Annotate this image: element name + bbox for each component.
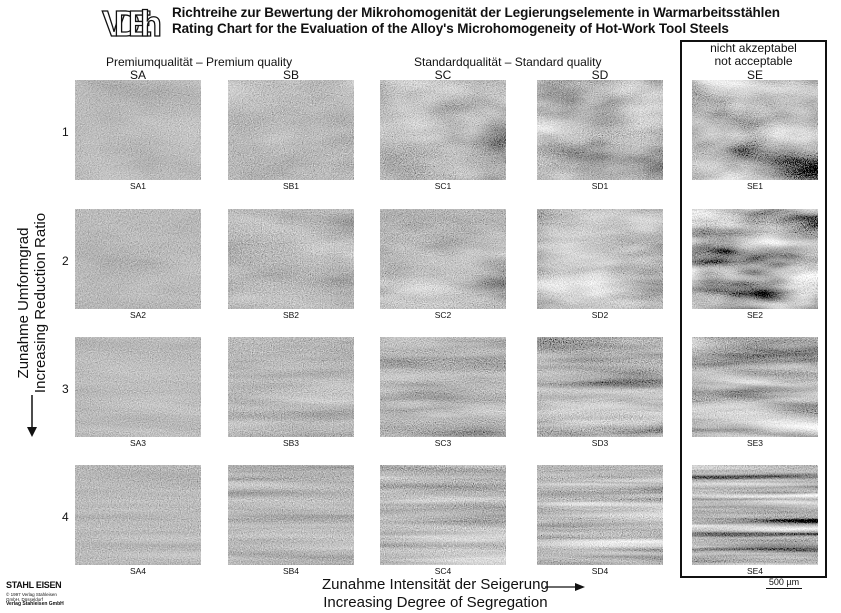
group-premium-quality: Premiumqualität – Premium quality (106, 55, 293, 69)
scale-bar (766, 588, 802, 589)
not-acceptable-label: nicht akzeptabel not acceptable (680, 42, 827, 68)
not-acceptable-en: not acceptable (714, 54, 793, 68)
micrograph-sa4 (75, 465, 201, 565)
arrow-down-icon (27, 395, 37, 437)
column-header-sc: SC (434, 68, 452, 82)
micrograph-sb4 (228, 465, 354, 565)
micrograph-label: SA3 (129, 438, 147, 448)
row-number-1: 1 (62, 125, 69, 139)
micrograph-label: SC1 (434, 181, 452, 191)
micrograph-label: SC2 (434, 310, 452, 320)
micrograph-label: SB3 (282, 438, 300, 448)
micrograph-label: SE2 (746, 310, 764, 320)
micrograph-label: SE3 (746, 438, 764, 448)
column-header-sd: SD (591, 68, 609, 82)
micrograph-label: SB2 (282, 310, 300, 320)
micrograph-label: SD3 (591, 438, 609, 448)
micrograph-sd2 (537, 209, 663, 309)
micrograph-label: SA2 (129, 310, 147, 320)
micrograph-label: SC3 (434, 438, 452, 448)
micrograph-se1 (692, 80, 818, 180)
arrow-right-icon (545, 583, 585, 591)
micrograph-label: SD2 (591, 310, 609, 320)
micrograph-sb3 (228, 337, 354, 437)
column-header-sa: SA (129, 68, 146, 82)
row-number-3: 3 (62, 382, 69, 396)
micrograph-sb2 (228, 209, 354, 309)
horizontal-axis-en: Increasing Degree of Segregation (323, 594, 548, 611)
micrograph-label: SB4 (282, 566, 300, 576)
micrograph-sd3 (537, 337, 663, 437)
micrograph-se3 (692, 337, 818, 437)
micrograph-label: SA4 (129, 566, 147, 576)
row-number-2: 2 (62, 254, 69, 268)
micrograph-label: SD4 (591, 566, 609, 576)
micrograph-label: SA1 (129, 181, 147, 191)
column-header-se: SE (746, 68, 763, 82)
title-english: Rating Chart for the Evaluation of the A… (172, 21, 729, 36)
micrograph-sd1 (537, 80, 663, 180)
publisher-name: Verlag Stahleisen GmbH (6, 601, 64, 607)
micrograph-se2 (692, 209, 818, 309)
micrograph-label: SE4 (746, 566, 764, 576)
not-acceptable-de: nicht akzeptabel (710, 41, 797, 55)
micrograph-label: SC4 (434, 566, 452, 576)
micrograph-label: SB1 (282, 181, 300, 191)
horizontal-axis-label: Zunahme Intensität der Seigerung Increas… (322, 576, 549, 612)
column-header-sb: SB (282, 68, 299, 82)
vdeh-logo: VDEh (101, 2, 162, 42)
micrograph-label: SE1 (746, 181, 764, 191)
micrograph-sa3 (75, 337, 201, 437)
row-number-4: 4 (62, 510, 69, 524)
micrograph-se4 (692, 465, 818, 565)
scale-bar-label: 500 µm (768, 577, 800, 587)
horizontal-axis-de: Zunahme Intensität der Seigerung (322, 576, 549, 593)
micrograph-sd4 (537, 465, 663, 565)
publisher-info: © 1997 Verlag Stahleisen GmbH, Düsseldor… (6, 592, 66, 607)
title-german: Richtreihe zur Bewertung der Mikrohomoge… (172, 5, 780, 20)
micrograph-sc3 (380, 337, 506, 437)
micrograph-label: SD1 (591, 181, 609, 191)
micrograph-sb1 (228, 80, 354, 180)
not-acceptable-frame (680, 40, 827, 578)
micrograph-sc1 (380, 80, 506, 180)
svg-text:VDEh: VDEh (102, 3, 162, 42)
stahl-eisen-logo: STAHL EISEN (6, 580, 62, 590)
micrograph-sc2 (380, 209, 506, 309)
publisher-copyright: © 1997 Verlag Stahleisen GmbH, Düsseldor… (6, 592, 57, 602)
micrograph-sa1 (75, 80, 201, 180)
group-standard-quality: Standardqualität – Standard quality (414, 55, 602, 69)
micrograph-sa2 (75, 209, 201, 309)
micrograph-sc4 (380, 465, 506, 565)
